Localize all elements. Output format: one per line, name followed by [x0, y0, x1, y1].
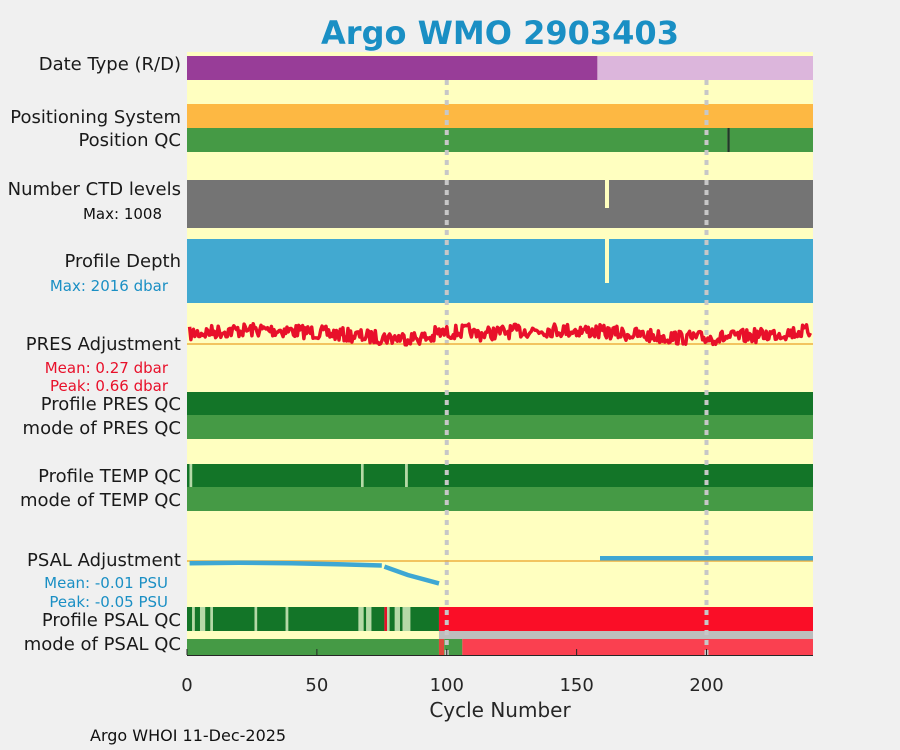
label-position-qc: Position QC: [78, 130, 181, 151]
mode-psal-qc-segment: [462, 639, 813, 655]
profile-psal-qc-segment: [192, 607, 195, 631]
label-date-type: Date Type (R/D): [39, 54, 181, 75]
profile-psal-qc-segment: [384, 607, 388, 631]
adjustment-lines: [187, 322, 813, 586]
mode-temp-qc-segment: [187, 487, 813, 511]
profile-psal-qc-segment: [389, 607, 395, 631]
profile-temp-qc-segment: [187, 464, 190, 487]
profile-pres-qc-segment: [187, 392, 813, 415]
x-tick-label: 50: [305, 675, 328, 696]
pres-mean-label: Mean: 0.27 dbar: [45, 359, 169, 377]
profile-psal-qc-segment: [410, 607, 439, 631]
pres-peak-label: Peak: 0.66 dbar: [50, 377, 169, 395]
profile-psal-qc-segment: [366, 607, 372, 631]
profile-psal-qc-segment: [254, 607, 258, 631]
label-psal-adjustment: PSAL Adjustment: [27, 550, 181, 571]
profile-depth-block: [187, 239, 813, 303]
profile-temp-qc-segment: [363, 464, 406, 487]
psal-peak-label: Peak: -0.05 PSU: [49, 593, 168, 611]
ctd-levels-block: [187, 180, 813, 228]
footer-credit: Argo WHOI 11-Dec-2025: [90, 726, 286, 745]
profile-psal-qc-segment: [199, 607, 206, 631]
profile-psal-qc-segment: [205, 607, 211, 631]
psal-adjustment-line: [383, 564, 440, 586]
date-type-segment: [597, 56, 813, 80]
profile-temp-qc-segment: [189, 464, 193, 487]
label-profile-psal-qc: Profile PSAL QC: [42, 610, 181, 631]
profile-psal-qc-segment: [402, 607, 411, 631]
profile-psal-qc-segment: [358, 607, 364, 631]
status-bars: [187, 56, 813, 655]
ctd-max-label: Max: 1008: [83, 205, 162, 223]
label-profile-temp-qc: Profile TEMP QC: [38, 466, 181, 487]
label-positioning-system: Positioning System: [10, 107, 181, 128]
pres-adjustment-line: [187, 322, 812, 347]
label-profile-depth: Profile Depth: [64, 251, 181, 272]
mode-psal-qc-segment: [438, 639, 445, 655]
depth-max-label: Max: 2016 dbar: [50, 277, 169, 295]
profile-psal-qc-segment: [210, 607, 213, 631]
profile-psal-qc-segment: [371, 607, 385, 631]
label-profile-pres-qc: Profile PRES QC: [41, 394, 181, 415]
label-pres-adjustment: PRES Adjustment: [26, 334, 181, 355]
panel-background: [187, 52, 813, 655]
profile-psal-qc-segment: [288, 607, 359, 631]
date-type-segment: [187, 56, 598, 80]
chart-title: Argo WMO 2903403: [321, 14, 679, 52]
profile-psal-qc-segment: [212, 607, 255, 631]
position-qc-segment: [729, 128, 813, 152]
profile-temp-qc-segment: [407, 464, 813, 487]
x-axis-label: Cycle Number: [429, 698, 571, 722]
profile-psal-qc-segment: [394, 607, 400, 631]
profile-psal-qc-segment: [187, 607, 193, 631]
ctd-levels-gap: [604, 180, 609, 208]
profile-depth-gap: [604, 239, 609, 283]
profile-temp-qc-segment: [405, 464, 408, 487]
profile-psal-qc-segment: [438, 607, 813, 631]
profile-psal-qc-segment: [387, 607, 390, 631]
positioning-system-segment: [187, 104, 813, 128]
profile-temp-qc-segment: [192, 464, 362, 487]
profile-psal-qc-segment: [257, 607, 286, 631]
mode-psal-qc-segment: [187, 639, 439, 655]
label-mode-pres-qc: mode of PRES QC: [23, 418, 181, 439]
x-axis: 0 50 100 150 200: [181, 649, 813, 696]
x-tick-label: 200: [689, 675, 723, 696]
label-mode-temp-qc: mode of TEMP QC: [20, 490, 181, 511]
profile-psal-qc-segment: [399, 607, 403, 631]
profile-psal-qc-segment: [363, 607, 367, 631]
mode-pres-qc-segment: [187, 415, 813, 439]
label-ctd-levels: Number CTD levels: [8, 179, 181, 200]
label-mode-psal-qc: mode of PSAL QC: [24, 634, 181, 655]
profile-temp-qc-segment: [361, 464, 364, 487]
x-tick-label: 150: [559, 675, 593, 696]
x-tick-label: 100: [430, 675, 464, 696]
x-tick-label: 0: [181, 675, 192, 696]
profile-psal-qc-segment: [285, 607, 289, 631]
profile-psal-qc-segment: [194, 607, 200, 631]
position-qc-segment: [187, 128, 728, 152]
psal-mean-label: Mean: -0.01 PSU: [44, 574, 168, 592]
position-qc-segment: [727, 128, 730, 152]
psal-adjustment-line: [189, 560, 382, 568]
